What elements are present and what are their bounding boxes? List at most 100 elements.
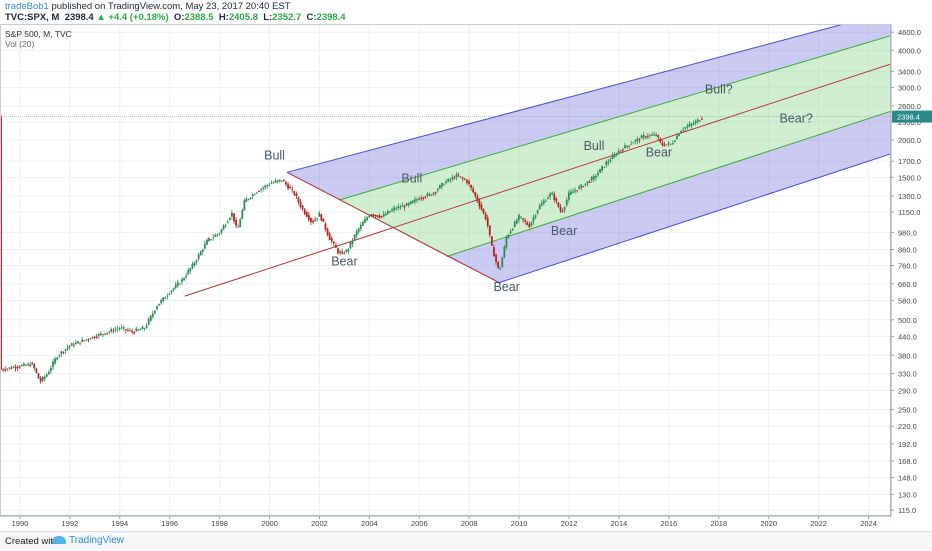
candle-body <box>567 192 570 200</box>
price-tick-label: 115.0 <box>898 506 916 515</box>
symbol-label[interactable]: TVC:SPX, M <box>5 12 60 23</box>
candle-body <box>120 327 123 329</box>
candle-body <box>29 364 32 367</box>
candle-body <box>384 213 387 216</box>
ohlc-line: TVC:SPX, M 2398.4 ▲ +4.4 (+0.18%) O:2388… <box>5 12 346 23</box>
candle-body <box>364 219 366 223</box>
tradingview-link[interactable]: TradingView <box>52 535 124 546</box>
candle-body <box>239 219 242 228</box>
candle-body <box>428 193 431 196</box>
candle-body <box>172 288 175 291</box>
candle-body <box>690 123 693 126</box>
candle-body <box>578 186 581 190</box>
candle-body <box>411 200 414 203</box>
lower-outer-band <box>446 111 891 283</box>
candle-body <box>493 247 495 257</box>
candle-body <box>293 191 296 195</box>
candle-body <box>66 347 69 349</box>
price-tick-label: 3400.0 <box>898 67 921 76</box>
candle-body <box>251 194 254 197</box>
candle-body <box>16 366 19 368</box>
price-tick-label: 2000.0 <box>898 136 921 145</box>
candle-body <box>538 205 541 210</box>
candle-body <box>60 351 63 354</box>
price-tick-label: 500.0 <box>898 316 917 325</box>
candle-body <box>532 217 535 222</box>
candle-body <box>199 251 202 256</box>
candle-body <box>50 368 52 371</box>
candle-body <box>108 331 111 333</box>
price-tick-label: 380.0 <box>898 351 917 360</box>
candle-body <box>299 201 302 207</box>
candle-body <box>91 336 94 338</box>
price-tick-label: 168.0 <box>898 457 917 466</box>
candle-body <box>684 127 687 129</box>
candle-body <box>386 211 389 214</box>
candle-body <box>258 191 260 193</box>
candle-body <box>584 183 587 186</box>
candle-body <box>551 192 554 195</box>
candle-body <box>334 245 337 248</box>
candle-body <box>349 242 352 249</box>
candle-body <box>597 173 599 176</box>
last-price: 2398.4 <box>64 12 94 23</box>
candle-body <box>122 327 125 329</box>
price-tick-label: 760.0 <box>898 262 917 271</box>
time-tick-label: 1994 <box>111 519 128 528</box>
candle-body <box>347 249 350 252</box>
candle-body <box>62 352 65 354</box>
created-with-text: Created with <box>5 536 59 547</box>
time-tick-label: 2018 <box>710 519 727 528</box>
candle-body <box>270 183 273 185</box>
candle-body <box>636 138 639 141</box>
author-link[interactable]: tradeBob1 <box>5 1 49 12</box>
high-value: 2405.8 <box>228 12 258 23</box>
pitchfork-upper-line <box>286 24 846 173</box>
candle-body <box>461 177 464 179</box>
candle-body <box>268 184 271 186</box>
candle-body <box>216 234 219 236</box>
candle-body <box>45 374 48 377</box>
candle-body <box>343 252 346 254</box>
price-tick-label: 250.0 <box>898 406 917 415</box>
candle-body <box>434 192 437 194</box>
price-tick-label: 192.0 <box>898 440 917 449</box>
candle-body <box>226 221 229 224</box>
candle-body <box>18 366 21 368</box>
candle-body <box>628 145 631 147</box>
candle-body <box>208 238 210 242</box>
last-price-box <box>892 110 932 123</box>
candle-body <box>58 354 61 356</box>
candle-body <box>241 209 244 219</box>
annotation-label: Bull <box>584 139 605 153</box>
candle-body <box>220 229 223 233</box>
candle-body <box>557 202 560 207</box>
candle-body <box>586 181 589 184</box>
candle-body <box>97 334 100 336</box>
candle-body <box>646 136 649 137</box>
candle-body <box>129 330 131 332</box>
candle-body <box>210 239 213 240</box>
candle-body <box>54 358 57 364</box>
candle-body <box>301 205 304 210</box>
candle-body <box>438 185 441 189</box>
pitchfork-handle-line <box>286 171 500 284</box>
candles <box>0 114 703 384</box>
price-axis: 4600.04000.03400.03000.02600.02300.02000… <box>891 28 921 515</box>
candle-body <box>145 325 148 328</box>
candle-body <box>445 181 448 183</box>
publish-info: published on TradingView.com, May 23, 20… <box>48 1 291 12</box>
candle-body <box>303 209 306 214</box>
candle-body <box>89 338 92 340</box>
candle-body <box>39 378 42 382</box>
candle-body <box>102 334 104 335</box>
candle-body <box>513 221 516 227</box>
candle-body <box>468 181 470 185</box>
time-tick-label: 1990 <box>12 519 29 528</box>
candle-body <box>678 134 680 136</box>
candle-body <box>35 368 38 373</box>
candle-body <box>401 205 404 207</box>
candle-body <box>399 207 402 209</box>
candle-body <box>224 225 227 227</box>
